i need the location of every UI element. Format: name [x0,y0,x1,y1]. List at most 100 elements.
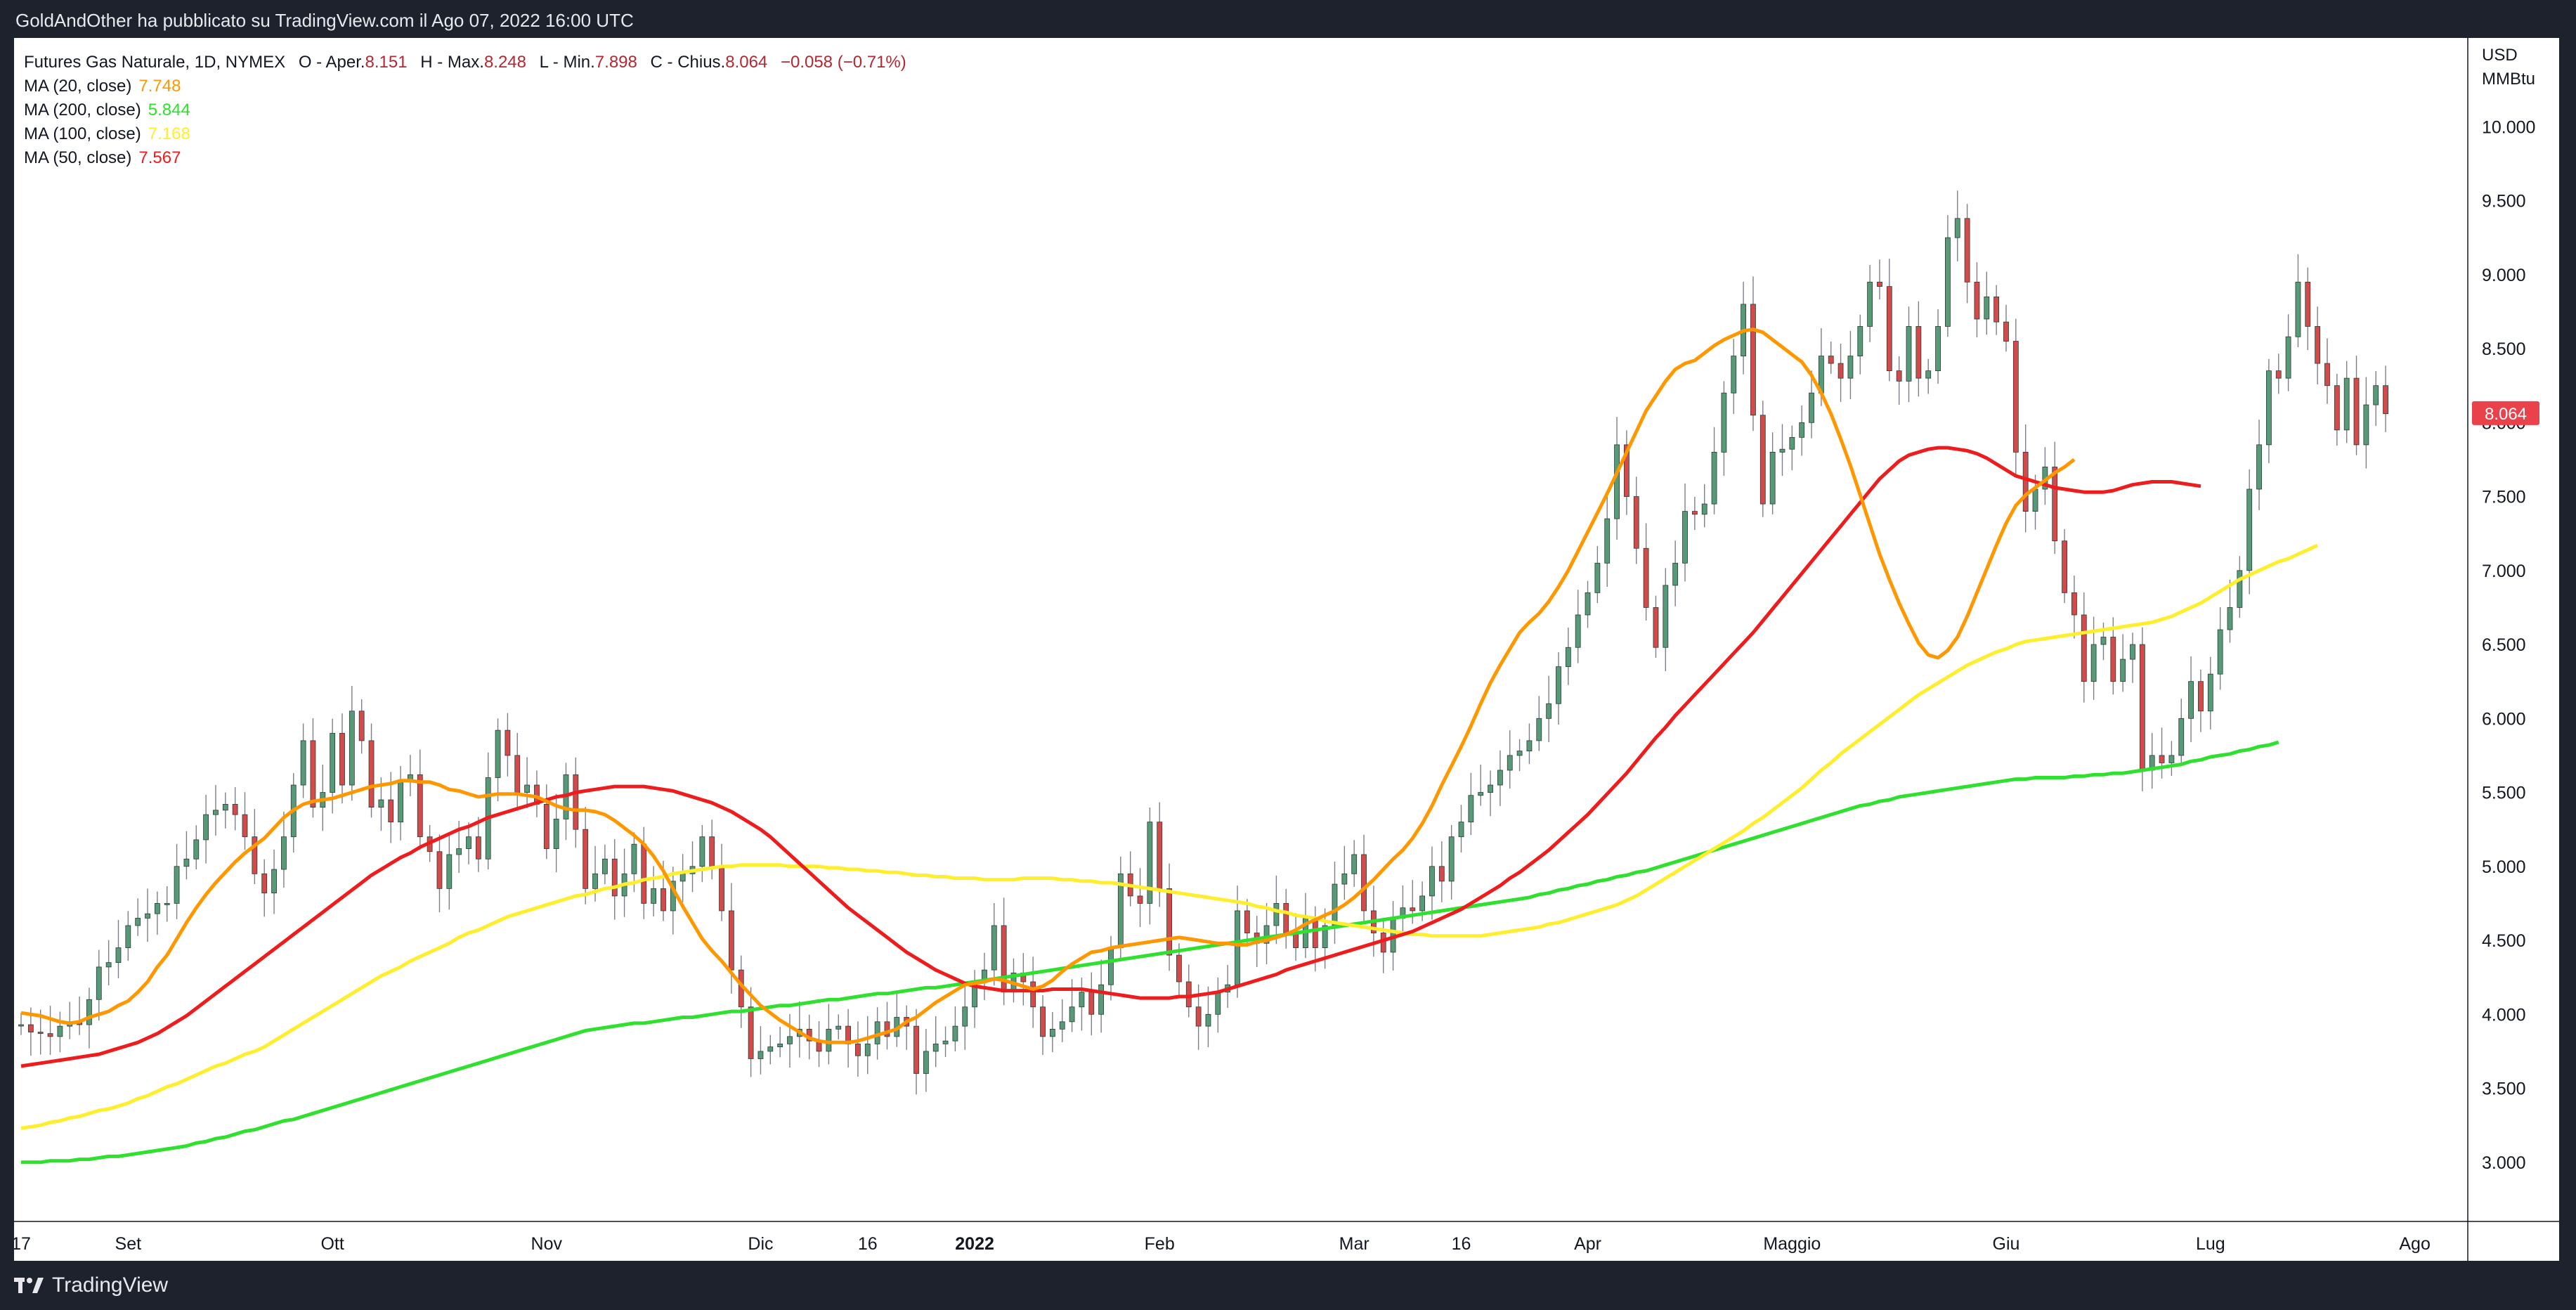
candle[interactable] [232,786,238,831]
candle[interactable] [1837,343,1844,402]
candle[interactable] [96,949,102,1021]
candle[interactable] [2383,365,2388,432]
candle[interactable] [1205,986,1211,1048]
candle[interactable] [2256,420,2262,510]
candle[interactable] [1526,723,1533,765]
candle[interactable] [1993,285,2000,335]
candle[interactable] [670,867,676,935]
candle[interactable] [1906,306,1912,403]
candle[interactable] [816,1020,822,1068]
candle[interactable] [1536,696,1542,751]
candle[interactable] [1079,978,1085,1031]
candle[interactable] [1225,964,1231,1009]
candle[interactable] [699,824,705,883]
candle[interactable] [2052,441,2058,555]
candle[interactable] [417,749,423,850]
indicator-ma20[interactable]: MA (20, close) 7.748 [24,74,906,98]
candle[interactable] [320,764,326,831]
candle[interactable] [1438,841,1445,902]
candle[interactable] [738,955,744,1028]
candle[interactable] [2227,579,2233,643]
candle[interactable] [1215,978,1221,1033]
candle[interactable] [573,757,579,848]
candle[interactable] [77,997,82,1035]
candle[interactable] [261,859,268,917]
candle[interactable] [855,1021,861,1077]
candle[interactable] [1945,215,1951,337]
candle[interactable] [2130,633,2135,683]
candle[interactable] [767,1035,774,1065]
indicator-ma200[interactable]: MA (200, close) 5.844 [24,98,906,122]
candle[interactable] [446,831,453,910]
candle[interactable] [1332,862,1338,945]
candle[interactable] [942,1026,949,1057]
candle[interactable] [495,718,501,802]
candle[interactable] [1701,484,1707,528]
candle[interactable] [1799,405,1805,456]
candle[interactable] [923,1028,929,1092]
candle[interactable] [1877,259,1882,300]
candle[interactable] [1575,590,1581,663]
candle[interactable] [1721,381,1727,476]
candle[interactable] [1741,281,1746,375]
candle[interactable] [1137,868,1143,928]
candle[interactable] [651,866,657,916]
candle[interactable] [242,792,248,850]
candle[interactable] [271,849,277,914]
candle[interactable] [1594,545,1601,604]
candle[interactable] [2003,304,2009,352]
candle[interactable] [1624,430,1629,515]
candle[interactable] [1867,264,1873,342]
candle[interactable] [1448,824,1455,900]
candle[interactable] [543,784,549,860]
candle[interactable] [18,1013,24,1035]
candle[interactable] [601,844,608,885]
candle[interactable] [2334,373,2340,446]
candle[interactable] [1263,903,1270,965]
candle[interactable] [1964,204,1970,304]
candle[interactable] [1984,271,1990,335]
candle[interactable] [1488,770,1493,817]
candle[interactable] [485,752,491,870]
candle[interactable] [183,831,190,880]
candle[interactable] [222,792,228,829]
candle[interactable] [67,1001,73,1039]
candle[interactable] [57,1011,63,1053]
candle[interactable] [1731,339,1737,415]
candle[interactable] [1915,301,1922,397]
candle[interactable] [2149,732,2155,789]
candle[interactable] [2198,669,2204,732]
candle[interactable] [1546,675,1552,742]
candle[interactable] [864,1016,871,1075]
candle[interactable] [2237,556,2243,618]
candle[interactable] [972,970,978,1028]
candle[interactable] [1040,994,1046,1055]
candle[interactable] [1663,568,1669,671]
candle[interactable] [1633,476,1639,564]
candle[interactable] [514,732,521,811]
candle[interactable] [524,757,530,808]
candle[interactable] [826,1004,832,1065]
candle[interactable] [689,841,696,893]
candle[interactable] [719,843,724,921]
candle[interactable] [2139,627,2145,791]
tradingview-logo[interactable]: TradingView [14,1273,168,1297]
candle[interactable] [1283,888,1289,949]
candle[interactable] [2062,528,2067,604]
candle[interactable] [1565,628,1571,685]
candle[interactable] [894,992,900,1047]
candle[interactable] [1361,834,1367,921]
candle[interactable] [2168,741,2175,776]
candle[interactable] [174,843,180,919]
candle[interactable] [748,987,754,1077]
candle[interactable] [1098,959,1105,1033]
candle[interactable] [1974,262,1980,338]
candle[interactable] [135,898,141,936]
candle[interactable] [1088,972,1095,1036]
candle[interactable] [1069,979,1075,1032]
candle[interactable] [1886,259,1892,382]
candle[interactable] [904,1005,910,1050]
candle[interactable] [1682,484,1688,582]
candle[interactable] [1293,913,1299,961]
candle[interactable] [1935,309,1941,384]
